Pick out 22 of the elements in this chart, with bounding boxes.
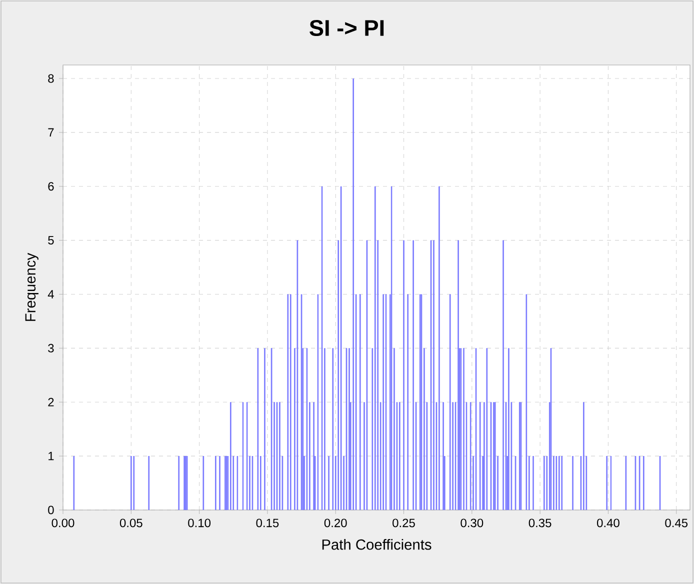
y-tick-label: 4 [48, 290, 54, 298]
x-tick-label: 0.25 [392, 518, 415, 528]
x-tick-label: 0.15 [256, 518, 279, 528]
x-tick-label: 0.35 [528, 518, 552, 528]
x-tick-label: 0.30 [460, 518, 484, 528]
y-axis-title: Frequency [25, 252, 38, 321]
x-tick-label: 0.20 [324, 518, 347, 528]
x-tick-label: 0.40 [596, 518, 620, 528]
y-tick-label: 1 [48, 452, 54, 460]
x-tick-label: 0.45 [665, 518, 688, 528]
y-tick-label: 8 [48, 74, 54, 83]
y-tick-label: 6 [48, 182, 54, 191]
y-tick-label: 0 [48, 506, 54, 514]
x-tick-label: 0.05 [120, 518, 142, 528]
y-tick-label: 2 [48, 398, 54, 406]
x-axis-title: Path Coefficients [322, 539, 432, 550]
x-tick-label: 0.00 [52, 518, 74, 528]
y-tick-label: 3 [48, 344, 54, 352]
x-tick-label: 0.10 [188, 518, 211, 528]
y-tick-label: 5 [48, 236, 54, 244]
chart-title: SI -> PI [310, 20, 384, 36]
y-tick-label: 7 [48, 128, 54, 137]
